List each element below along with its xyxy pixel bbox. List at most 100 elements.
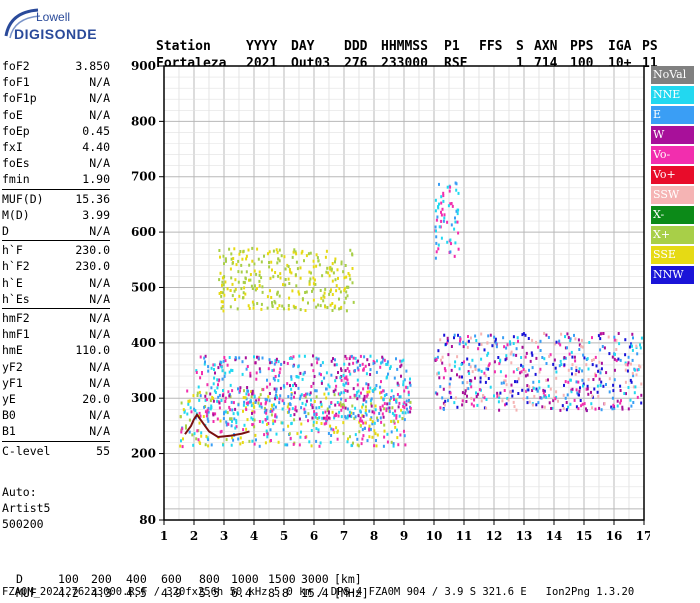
echo-point [516,380,519,384]
echo-point [220,300,223,304]
echo-point [212,413,215,417]
echo-point [511,394,514,398]
echo-point [437,247,440,251]
echo-point [230,257,233,261]
echo-point [295,409,298,413]
echo-point [400,374,402,378]
echo-point [509,352,512,356]
echo-point [313,410,316,414]
echo-point [543,357,546,361]
echo-point [527,388,530,392]
echo-point [246,389,249,393]
echo-point [204,443,207,447]
echo-point [257,356,260,360]
echo-point [312,420,315,424]
echo-point [527,337,530,340]
echo-point [356,437,359,441]
echo-point [251,423,254,426]
echo-point [474,334,477,338]
echo-point [406,407,408,411]
echo-point [251,410,254,414]
header-label-day: DAY [291,39,315,54]
echo-point [624,380,627,384]
echo-point [437,243,440,247]
echo-point [292,384,294,387]
echo-point [198,411,201,415]
echo-point [186,412,189,416]
echo-point [450,395,453,399]
echo-point [214,391,217,394]
echo-point [620,399,622,403]
echo-point [323,376,326,380]
echo-point [359,409,362,413]
echo-point [287,307,290,311]
echo-point [525,389,528,393]
echo-point [325,371,328,375]
echo-point [196,394,199,397]
echo-point [639,343,641,347]
echo-point [304,435,307,439]
echo-point [435,235,438,239]
distance-muf-table: D MUF 100 200 400 600 800 1000 1500 3000… [2,558,376,603]
echo-point [338,287,341,291]
echo-point [390,419,393,423]
echo-point [379,416,382,420]
param-label: D [2,224,9,238]
echo-point [266,398,268,402]
echo-point [453,364,456,368]
echo-point [305,254,308,258]
echo-point [496,391,499,395]
echo-point [389,367,391,370]
echo-point [247,248,250,252]
echo-point [548,401,551,405]
echo-point [365,382,368,386]
echo-point [547,378,549,382]
y-tick-label: 300 [131,391,156,405]
echo-point [464,392,467,396]
echo-point [558,339,561,343]
echo-point [529,359,532,363]
echo-point [330,427,333,431]
echo-point [217,395,220,399]
echo-point [571,387,574,391]
echo-point [364,405,367,409]
echo-point [332,271,335,275]
echo-point [564,396,567,400]
echo-point [253,284,256,288]
x-tick-label: 6 [310,529,318,543]
echo-point [218,393,221,397]
echo-point [456,208,459,212]
echo-point [278,259,281,263]
echo-point [582,384,584,388]
echo-point [242,296,244,300]
echo-point [504,358,507,362]
echo-point [541,356,544,359]
echo-point [371,420,374,424]
echo-point [221,283,223,287]
echo-point [483,396,486,400]
echo-point [461,391,464,395]
echo-point [356,383,359,387]
echo-point [456,405,459,409]
param-value: 20.0 [82,392,110,406]
echo-point [327,416,330,420]
echo-point [266,385,269,389]
echo-point [258,367,261,371]
echo-point [251,287,254,290]
echo-point [198,421,201,425]
echo-point [535,403,538,407]
echo-point [616,404,619,408]
legend-item-vo-: Vo- [651,146,694,164]
echo-point [553,396,556,400]
echo-point [346,389,349,393]
muf-value: 4.2 [58,586,79,600]
echo-point [222,359,225,363]
d-value: 3000 [301,572,329,586]
echo-point [444,399,447,403]
echo-point [250,390,253,394]
echo-point [316,256,319,260]
echo-point [603,402,606,406]
param-row: fxI 4.40 [2,139,110,155]
echo-point [213,363,216,367]
echo-point [341,403,343,407]
